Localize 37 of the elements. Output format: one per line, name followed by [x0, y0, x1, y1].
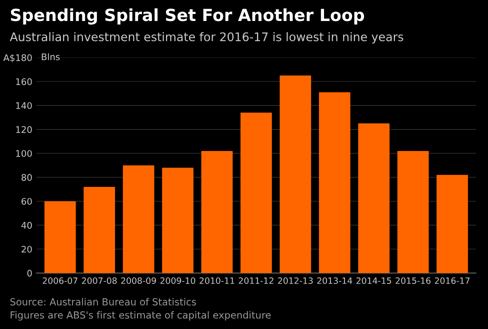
y-tick-label: 60	[22, 198, 32, 205]
bar	[240, 112, 272, 274]
x-tick-label: 2006-07	[42, 277, 78, 284]
x-tick-label: 2011-12	[238, 277, 274, 284]
chart-subtitle: Australian investment estimate for 2016-17 is lowest in nine years	[10, 32, 404, 44]
bar	[280, 76, 312, 274]
bar	[436, 174, 468, 274]
bar	[358, 123, 390, 274]
y-tick-label: A$180	[3, 54, 32, 62]
y-tick-label: 40	[21, 222, 32, 229]
y-tick-label: 100	[16, 150, 32, 157]
chart-title: Spending Spiral Set For Another Loop	[10, 8, 364, 25]
y-tick-label: 0	[27, 270, 32, 277]
y-tick-label: 20	[22, 246, 32, 253]
x-tick-label: 2013-14	[317, 277, 352, 284]
x-tick-label: 2008-09	[121, 277, 156, 284]
text: Figures are ABS's first estimate of capital expenditure	[10, 311, 271, 321]
x-tick-label: 2009-10	[160, 277, 196, 284]
bar	[201, 150, 233, 274]
x-tick-label: 2015-16	[396, 277, 431, 284]
y-axis-title: Blns	[42, 53, 60, 60]
y-tick-label: 160	[16, 78, 32, 86]
y-tick-label: 120	[16, 126, 32, 133]
y-tick-label: 80	[22, 174, 32, 181]
x-tick-label: 2007-08	[82, 277, 117, 284]
x-tick-label: 2012-13	[278, 277, 313, 284]
bar	[44, 201, 76, 274]
bar	[162, 168, 194, 274]
x-tick-label: 2014-15	[356, 277, 392, 284]
y-tick-label: 140	[16, 102, 32, 110]
bar	[122, 165, 154, 274]
bar	[84, 186, 116, 274]
bar	[318, 92, 350, 274]
bar	[397, 150, 429, 274]
x-tick-label: 2016-17	[434, 277, 470, 284]
x-tick-label: 2010-11	[200, 277, 234, 284]
source-note: Source: Australian Bureau of Statistics	[10, 298, 196, 306]
